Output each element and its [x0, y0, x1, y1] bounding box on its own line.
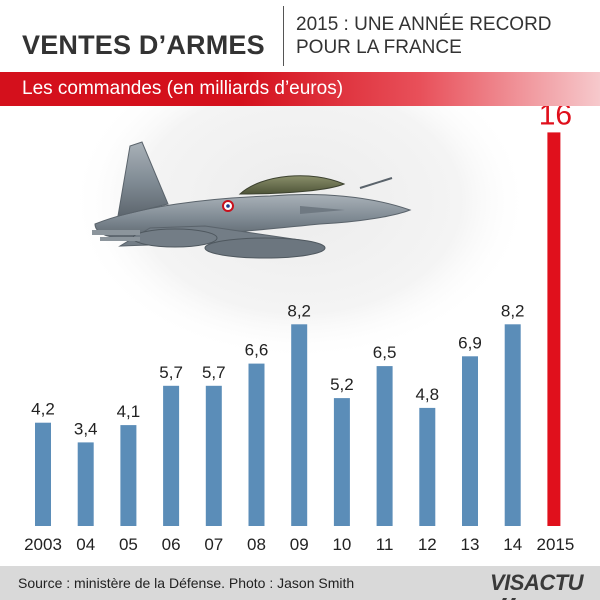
value-label-13: 6,9 — [458, 333, 482, 352]
subtitle-line-1: 2015 : UNE ANNÉE RECORD — [296, 14, 552, 35]
value-label-12: 4,8 — [415, 385, 439, 404]
value-label-08: 6,6 — [245, 341, 269, 360]
tick-label-10: 10 — [332, 535, 351, 554]
bar-12 — [419, 407, 436, 526]
bar-2003 — [35, 422, 51, 526]
value-label-09: 8,2 — [287, 301, 311, 320]
value-label-11: 6,5 — [373, 343, 397, 362]
bar-06 — [163, 385, 180, 526]
header-divider — [283, 6, 284, 66]
bar-07 — [205, 385, 222, 526]
tick-label-04: 04 — [76, 535, 95, 554]
tick-label-07: 07 — [204, 535, 223, 554]
bar-09 — [291, 324, 308, 526]
value-label-10: 5,2 — [330, 375, 354, 394]
subtitle: 2015 : UNE ANNÉE RECORD POUR LA FRANCE — [296, 13, 552, 59]
bar-13 — [462, 356, 478, 526]
chart-banner-label: Les commandes (en milliards d’euros) — [22, 78, 344, 99]
bar-11 — [376, 366, 393, 526]
value-labels-group: 4,2 3,4 4,1 5,7 5,7 6,6 8,2 5,2 6,5 4,8 6,9 8,2 16 — [31, 106, 572, 438]
header: VENTES D’ARMES 2015 : UNE ANNÉE RECORD P… — [0, 0, 600, 70]
bar-14 — [504, 324, 521, 526]
value-label-2015: 16 — [539, 106, 572, 131]
tick-label-14: 14 — [503, 535, 522, 554]
tick-labels-group: 2003 04 05 06 07 08 09 10 11 12 13 14 2015 — [24, 535, 574, 554]
bar-04 — [77, 442, 94, 526]
value-label-14: 8,2 — [501, 301, 525, 320]
chart-banner: Les commandes (en milliards d’euros) — [0, 72, 600, 106]
brand-mark-icon — [502, 598, 516, 600]
background-glow — [70, 106, 530, 361]
footer: Source : ministère de la Défense. Photo … — [0, 566, 600, 600]
value-label-06: 5,7 — [159, 363, 183, 382]
brand-text-vis: VIS — [490, 570, 524, 595]
brand-logo: VISACTU — [490, 570, 600, 600]
source-credit: Source : ministère de la Défense. Photo … — [18, 575, 355, 591]
tick-label-05: 05 — [119, 535, 138, 554]
bar-2015 — [547, 132, 561, 526]
bar-05 — [120, 425, 137, 526]
tick-label-2015: 2015 — [536, 535, 574, 554]
tick-label-09: 09 — [290, 535, 309, 554]
tick-label-08: 08 — [247, 535, 266, 554]
value-label-05: 4,1 — [117, 402, 141, 421]
tick-label-2003: 2003 — [24, 535, 62, 554]
value-label-2003: 4,2 — [31, 400, 55, 419]
bar-10 — [333, 398, 350, 526]
tick-label-12: 12 — [418, 535, 437, 554]
bar-08 — [248, 363, 265, 526]
bars-group — [35, 132, 561, 526]
brand-text-actu: ACTU — [523, 570, 584, 595]
fighter-jet-photo — [92, 141, 412, 259]
main-title: VENTES D’ARMES — [22, 30, 265, 60]
value-label-07: 5,7 — [202, 363, 226, 382]
subtitle-line-2: POUR LA FRANCE — [296, 37, 462, 58]
tick-label-06: 06 — [162, 535, 181, 554]
tick-label-11: 11 — [376, 535, 394, 554]
bar-chart: 4,2 3,4 4,1 5,7 5,7 6,6 8,2 5,2 6,5 4,8 6,9 8,2 16 2… — [24, 106, 574, 554]
tick-label-13: 13 — [461, 535, 480, 554]
value-label-04: 3,4 — [74, 419, 98, 438]
